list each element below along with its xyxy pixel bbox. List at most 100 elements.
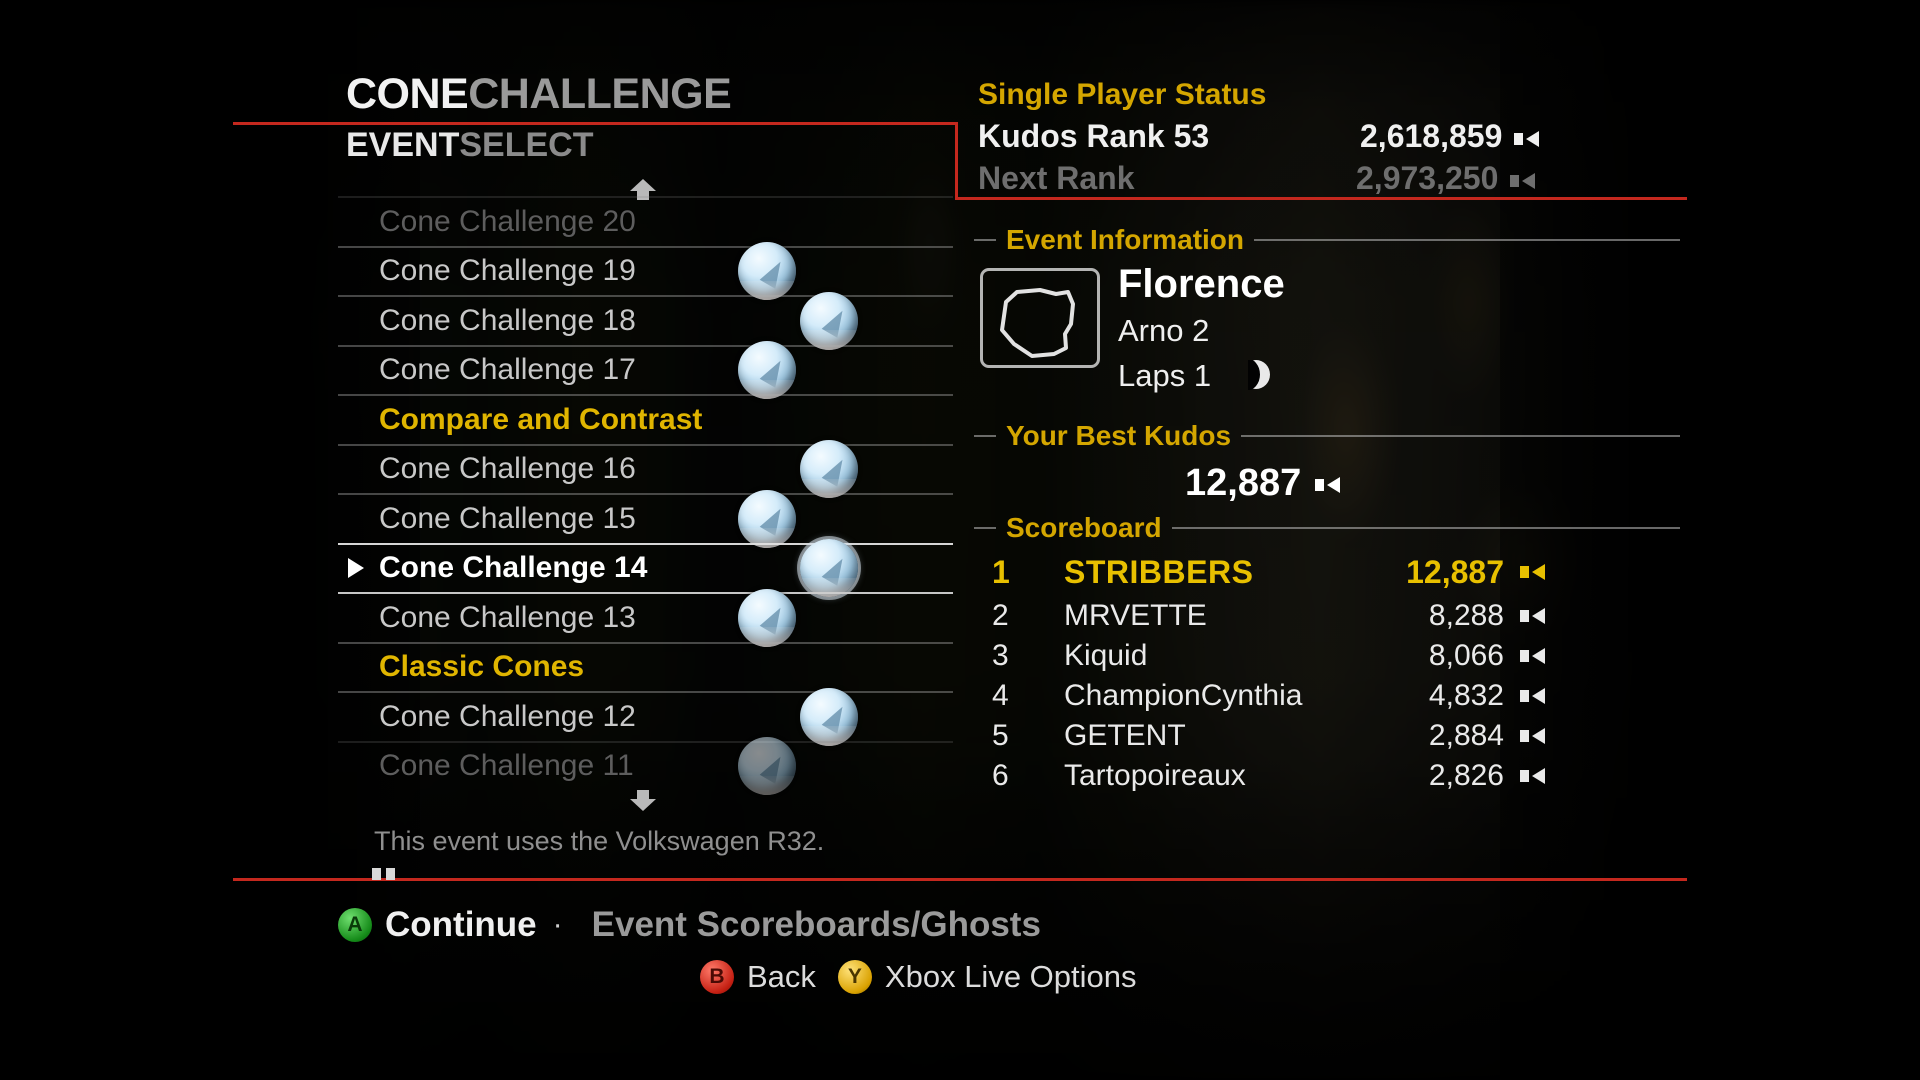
event-route-name: Arno 2 xyxy=(1118,313,1210,348)
kudos-rank-value: 2,618,859 xyxy=(1360,118,1540,155)
medal-icon xyxy=(738,242,796,301)
kudos-icon xyxy=(1510,172,1536,189)
kudos-icon xyxy=(1514,130,1540,147)
scoreboard-player-name: GETENT xyxy=(1064,719,1186,752)
event-laps: Laps 1 xyxy=(1118,358,1212,393)
b-button-icon[interactable]: B xyxy=(700,960,734,994)
scoreboard-row[interactable]: 4 ChampionCynthia 4,832 xyxy=(974,676,1674,716)
scoreboard-section-header: Scoreboard xyxy=(974,512,1680,544)
event-list-item[interactable]: Cone Challenge 20 xyxy=(338,196,953,246)
event-list-item[interactable]: Cone Challenge 13 xyxy=(338,588,953,647)
event-list-item-label: Cone Challenge 19 xyxy=(379,254,636,288)
event-list-item[interactable]: Cone Challenge 14 xyxy=(338,539,953,598)
kudos-icon xyxy=(1520,608,1545,624)
scoreboard-score: 2,884 xyxy=(1428,719,1504,752)
section-rule xyxy=(1241,435,1680,437)
event-list-item-label: Cone Challenge 20 xyxy=(379,204,636,238)
footer-separator: · xyxy=(552,908,563,941)
event-list-item-label: Compare and Contrast xyxy=(379,402,703,436)
page-indicator-ticks xyxy=(372,868,395,880)
y-button-icon[interactable]: Y xyxy=(837,960,872,994)
kudos-icon xyxy=(1520,564,1545,580)
medal-icon xyxy=(738,737,796,796)
your-best-kudos-label: Your Best Kudos xyxy=(1006,420,1232,451)
footer-secondary-actions: B Back Y Xbox Live Options xyxy=(700,959,1137,995)
medal-icon xyxy=(738,588,796,647)
medal-icon xyxy=(800,687,858,746)
medal-icon xyxy=(800,291,858,350)
kudos-icon xyxy=(1315,476,1341,493)
scoreboard-player-name: MRVETTE xyxy=(1064,599,1207,632)
event-list-item[interactable]: Cone Challenge 12 xyxy=(338,687,953,746)
event-city-name: Florence xyxy=(1118,262,1285,306)
scoreboard-row[interactable]: 2 MRVETTE 8,288 xyxy=(974,596,1674,636)
event-list-item[interactable]: Cone Challenge 18 xyxy=(338,291,953,350)
page-subtitle-bold: EVENT xyxy=(346,126,460,164)
next-rank-value: 2,973,250 xyxy=(1356,160,1536,197)
event-list-item[interactable]: Cone Challenge 16 xyxy=(338,440,953,499)
scroll-down-arrow-icon[interactable] xyxy=(628,788,658,812)
scoreboard-row[interactable]: 3 Kiquid 8,066 xyxy=(974,636,1674,676)
scoreboard-score: 8,066 xyxy=(1428,639,1504,672)
right-caret-icon xyxy=(348,558,364,579)
kudos-rank-number: 2,618,859 xyxy=(1360,118,1503,154)
page-title-bold: CONE xyxy=(346,70,469,118)
event-list-item[interactable]: Cone Challenge 19 xyxy=(338,242,953,301)
kudos-icon xyxy=(1520,648,1545,664)
medal-icon xyxy=(738,341,796,400)
event-list-item[interactable]: Cone Challenge 17 xyxy=(338,341,953,400)
continue-button-label[interactable]: Continue xyxy=(385,905,537,944)
event-list-item-label: Classic Cones xyxy=(379,650,585,684)
event-hint-text: This event uses the Volkswagen R32. xyxy=(374,826,825,856)
red-rule-top-right xyxy=(955,197,1687,200)
kudos-rank-label: Kudos Rank 53 xyxy=(978,118,1210,154)
section-dash xyxy=(974,239,996,241)
scoreboard-score: 2,826 xyxy=(1428,759,1504,792)
event-list-item-label: Cone Challenge 17 xyxy=(379,353,636,387)
best-kudos-value: 12,887 xyxy=(1185,462,1341,505)
a-button-icon[interactable]: A xyxy=(338,908,372,942)
xbox-live-options-label[interactable]: Xbox Live Options xyxy=(884,959,1137,994)
page-title: CONECHALLENGE xyxy=(346,70,732,118)
scoreboard-position: 4 xyxy=(992,679,1009,712)
event-list-rows[interactable]: Cone Challenge 20 Cone Challenge 19 Cone C… xyxy=(338,196,953,796)
next-rank-label: Next Rank xyxy=(978,160,1135,196)
section-dash xyxy=(974,527,996,529)
scoreboard-position: 6 xyxy=(992,759,1009,792)
best-kudos-number: 12,887 xyxy=(1185,462,1302,504)
event-list-item-label: Cone Challenge 18 xyxy=(379,303,636,337)
red-rule-bottom xyxy=(233,878,1687,881)
scoreboard-label: Scoreboard xyxy=(1006,512,1162,543)
section-dash xyxy=(974,435,996,437)
section-rule xyxy=(1254,239,1680,241)
event-list-item-label: Cone Challenge 15 xyxy=(379,501,636,535)
medal-icon xyxy=(800,440,858,499)
section-rule xyxy=(1171,527,1680,529)
kudos-icon xyxy=(1520,768,1545,784)
scoreboard-list[interactable]: 1 STRIBBERS 12,887 2 MRVETTE 8,288 3 Kiquid 8,06… xyxy=(974,548,1674,796)
kudos-icon xyxy=(1520,728,1545,744)
medal-icon xyxy=(800,539,858,598)
event-list-item[interactable]: Cone Challenge 11 xyxy=(338,737,953,796)
back-button-label[interactable]: Back xyxy=(747,959,816,994)
footer-primary-actions: A Continue · Event Scoreboards/Ghosts xyxy=(338,905,1041,945)
scoreboard-score: 12,887 xyxy=(1406,553,1504,590)
track-map-icon xyxy=(980,268,1100,368)
scoreboard-player-name: STRIBBERS xyxy=(1064,553,1254,590)
scoreboard-player-name: ChampionCynthia xyxy=(1064,679,1303,712)
scoreboard-row[interactable]: 1 STRIBBERS 12,887 xyxy=(974,548,1674,596)
page-subtitle-light: SELECT xyxy=(459,126,594,164)
scoreboard-position: 1 xyxy=(992,553,1010,590)
scoreboard-row[interactable]: 5 GETENT 2,884 xyxy=(974,716,1674,756)
event-list-item[interactable]: Cone Challenge 15 xyxy=(338,489,953,548)
event-list[interactable]: Cone Challenge 20 Cone Challenge 19 Cone C… xyxy=(338,179,953,811)
scoreboard-row[interactable]: 6 Tartopoireaux 2,826 xyxy=(974,756,1674,796)
event-list-item-label: Cone Challenge 14 xyxy=(379,551,648,585)
scroll-up-arrow-icon[interactable] xyxy=(628,178,658,202)
scoreboard-position: 2 xyxy=(992,599,1009,632)
event-scoreboards-ghosts-label[interactable]: Event Scoreboards/Ghosts xyxy=(591,905,1041,944)
event-list-category: Compare and Contrast xyxy=(338,394,953,444)
medal-icon xyxy=(738,489,796,548)
next-rank-number: 2,973,250 xyxy=(1356,160,1499,196)
